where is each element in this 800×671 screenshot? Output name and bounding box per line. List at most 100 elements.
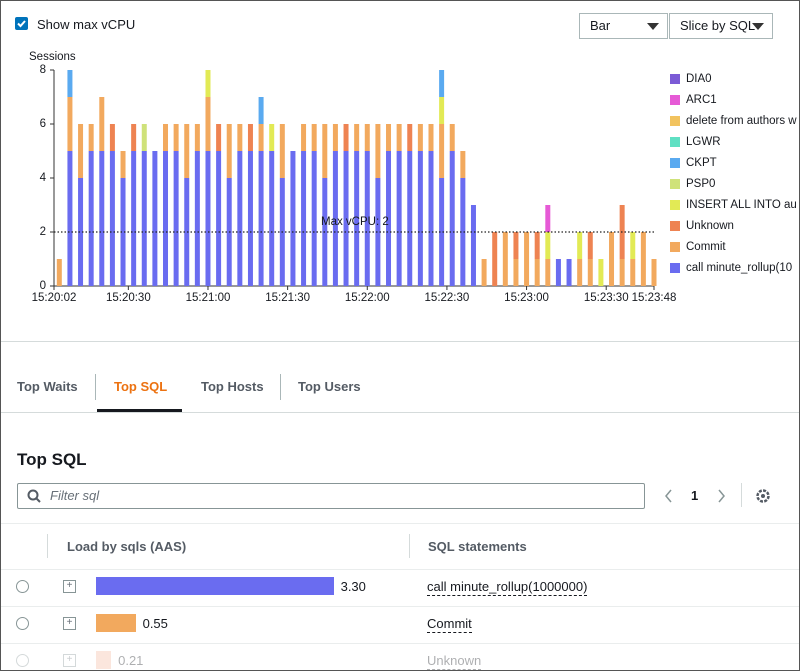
tab[interactable]: Top SQL [114, 379, 168, 394]
bar-segment [428, 151, 434, 286]
bar-segment [88, 151, 94, 286]
dropdown[interactable]: Slice by SQL [669, 13, 773, 39]
legend-label: Commit [686, 241, 726, 253]
table-row: +3.30 call minute_rollup(1000000) [1, 569, 799, 607]
legend-swatch [670, 242, 680, 252]
bar-segment [290, 151, 296, 286]
legend-label: call minute_rollup(10 [686, 262, 792, 274]
bar-segment [386, 124, 392, 151]
bar-segment [332, 151, 338, 286]
bar-segment [407, 151, 413, 286]
tab[interactable]: Top Waits [17, 379, 78, 394]
tab[interactable]: Top Hosts [201, 379, 264, 394]
bar-segment [332, 124, 338, 151]
bar-segment [481, 259, 487, 286]
bar-segment [247, 151, 253, 286]
radio[interactable] [16, 580, 29, 593]
bar-segment [184, 178, 190, 286]
bar-segment [513, 232, 519, 259]
prev-page[interactable] [663, 488, 675, 504]
bar-segment [258, 124, 264, 151]
x-tick-label: 15:21:00 [186, 292, 231, 304]
bar-segment [460, 178, 466, 286]
bar-segment [163, 151, 169, 286]
bar-segment [78, 124, 84, 178]
sql-statement[interactable]: Unknown [427, 653, 482, 670]
column-header[interactable]: SQL statements [428, 539, 527, 554]
column-separator [409, 534, 410, 558]
bar-segment [630, 259, 636, 286]
bar-segment [226, 124, 232, 178]
x-tick-label: 15:20:30 [106, 292, 151, 304]
bar-segment [141, 151, 147, 286]
column-header[interactable]: Load by sqls (AAS) [67, 539, 187, 554]
bar-segment [173, 124, 179, 151]
bar-segment [247, 124, 253, 151]
load-bar-group: 3.30 [96, 577, 366, 595]
x-tick-label: 15:21:30 [265, 292, 310, 304]
x-tick-label: 15:23:00 [504, 292, 549, 304]
bar-segment [534, 259, 540, 286]
page-number[interactable]: 1 [691, 488, 699, 503]
settings[interactable] [754, 487, 772, 505]
bar-segment [630, 232, 636, 259]
section-title: Top SQL [17, 450, 87, 469]
bar-segment [364, 151, 370, 286]
bar-segment [216, 124, 222, 151]
legend-swatch [670, 158, 680, 168]
bar-segment [343, 151, 349, 286]
bar-segment [99, 151, 105, 286]
radio[interactable] [16, 617, 29, 630]
bar-segment [470, 205, 476, 286]
y-tick-label: 8 [40, 64, 46, 76]
bar-segment [534, 232, 540, 259]
bar-segment [131, 124, 137, 151]
x-tick-label: 15:23:48 [632, 292, 677, 304]
bar-segment [577, 232, 583, 259]
radio[interactable] [16, 654, 29, 667]
bar-segment [258, 97, 264, 124]
x-tick-label: 15:20:02 [32, 292, 77, 304]
max-vcpu-label: Max vCPU: 2 [321, 216, 389, 228]
bar-segment [109, 151, 115, 286]
dropdown[interactable]: Bar [579, 13, 668, 39]
x-tick-label: 15:22:00 [345, 292, 390, 304]
bottom-panel: Top Waits Top SQL Top Hosts Top Users To… [1, 341, 799, 670]
sql-statement[interactable]: Commit [427, 616, 472, 633]
bar-segment [269, 124, 275, 151]
checkbox[interactable] [15, 17, 28, 30]
x-tick-label: 15:23:30 [584, 292, 629, 304]
bar-segment [311, 151, 317, 286]
bar-segment [545, 205, 551, 232]
bar-segment [216, 151, 222, 286]
filter-input[interactable]: Filter sql [17, 483, 645, 509]
bar-segment [375, 124, 381, 178]
expand-button[interactable]: + [63, 580, 76, 593]
dropdown-value: Bar [590, 18, 611, 33]
bar-segment [439, 124, 445, 178]
bar-segment [449, 151, 455, 286]
chart: Sessions 0 2 4 6 8 15:20:02 15:20:30 15:21:00 15… [29, 51, 797, 304]
bar-segment [354, 151, 360, 286]
expand-button[interactable]: + [63, 617, 76, 630]
bar-segment [449, 124, 455, 151]
tab[interactable]: Top Users [298, 379, 361, 394]
expand-button[interactable]: + [63, 654, 76, 667]
bar-segment [279, 124, 285, 178]
bar-segment [439, 70, 445, 97]
checkbox-label[interactable]: Show max vCPU [37, 17, 136, 32]
bar-segment [577, 259, 583, 286]
bar-segment [428, 124, 434, 151]
bar-segment [163, 124, 169, 151]
bar-segment [417, 151, 423, 286]
next-page[interactable] [715, 488, 727, 504]
bar-segment [152, 151, 158, 286]
tab-separator [95, 374, 96, 400]
bar-segment [301, 124, 307, 151]
sql-statement[interactable]: call minute_rollup(1000000) [427, 579, 588, 596]
y-tick-label: 4 [40, 172, 47, 184]
bar-segment [237, 151, 243, 286]
legend-swatch [670, 221, 680, 231]
legend-label: INSERT ALL INTO au [686, 199, 797, 211]
bar-segment [566, 259, 572, 286]
